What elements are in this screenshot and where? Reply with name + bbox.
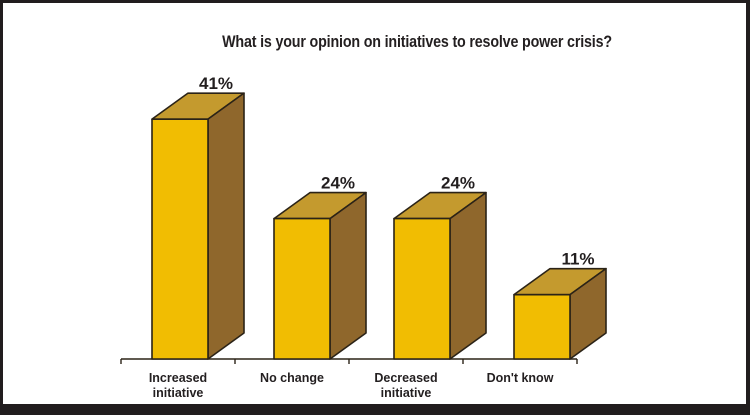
bar-value-label: 24% — [441, 174, 475, 193]
bar-front-face — [393, 217, 451, 360]
bar-side-face — [449, 191, 487, 360]
bar-value-label: 11% — [561, 250, 594, 269]
x-axis-category-label: initiative — [153, 386, 204, 400]
chart-title: What is your opinion on initiatives to r… — [185, 33, 649, 50]
bar-side-face — [329, 191, 367, 360]
x-axis-category-label: Decreased — [374, 371, 437, 385]
chart-title-text: What is your opinion on initiatives to r… — [222, 32, 612, 51]
bar-front-face — [513, 293, 571, 360]
bar-value-label: 41% — [199, 74, 233, 93]
x-axis-category-label: initiative — [381, 386, 432, 400]
bar-front-face — [273, 217, 331, 360]
bar-front-face — [151, 118, 209, 360]
x-axis — [120, 358, 578, 364]
x-axis-category-label: Don't know — [487, 371, 554, 385]
x-axis-category-label: Increased — [149, 371, 207, 385]
x-axis-category-label: No change — [260, 371, 324, 385]
bar-value-label: 24% — [321, 174, 355, 193]
bar-side-face — [207, 92, 245, 360]
